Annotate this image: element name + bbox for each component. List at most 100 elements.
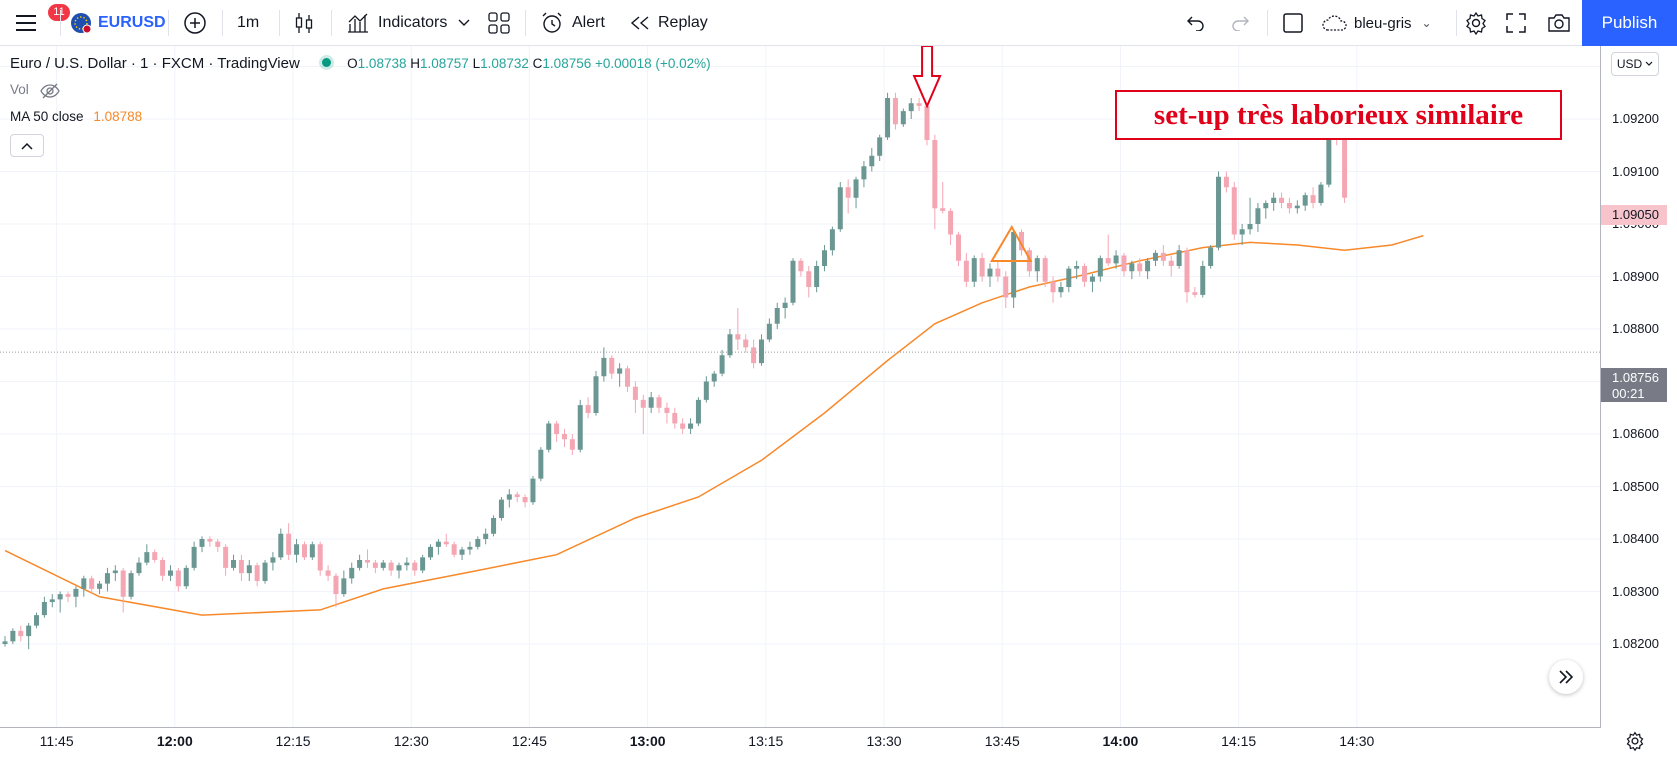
bar-countdown: 00:21	[1612, 386, 1645, 401]
candle-body	[1152, 252, 1158, 261]
candle-up	[112, 565, 118, 581]
candle-body	[1184, 250, 1190, 293]
candle-up	[758, 334, 764, 366]
candle-body	[885, 98, 891, 138]
symbol-label: EURUSD	[98, 14, 166, 31]
price-axis-label: 1.08300	[1612, 583, 1659, 599]
time-axis-label: 14:15	[1221, 733, 1257, 749]
publish-button[interactable]: Publish	[1582, 0, 1677, 46]
candle-up	[97, 581, 103, 595]
snapshot-button[interactable]	[1547, 0, 1571, 46]
candle-down	[916, 98, 922, 112]
candle-body	[1318, 184, 1324, 203]
candle-down	[522, 494, 528, 508]
candle-body	[18, 630, 24, 637]
currency-button[interactable]: USD	[1611, 52, 1659, 76]
candle-body	[680, 423, 686, 429]
candle-down	[1231, 182, 1237, 240]
candle-down	[254, 562, 260, 587]
candle-up	[1097, 255, 1103, 282]
candle-body	[790, 260, 796, 303]
candle-down	[1279, 192, 1285, 209]
alert-button[interactable]: Alert	[540, 0, 605, 46]
candle-up	[837, 182, 843, 232]
time-axis-label: 13:45	[984, 733, 1020, 749]
undo-icon	[1187, 16, 1204, 31]
axis-settings-button[interactable]	[1625, 731, 1645, 756]
volume-legend[interactable]: Vol	[10, 82, 29, 97]
candle-up	[1294, 200, 1300, 214]
candle-down	[640, 394, 646, 434]
replay-button[interactable]: Replay	[630, 0, 708, 46]
candle-body	[932, 140, 938, 209]
scroll-to-realtime-button[interactable]	[1549, 660, 1583, 694]
hidden-eye-icon[interactable]	[40, 83, 60, 99]
candle-body	[806, 271, 812, 287]
settings-button[interactable]	[1464, 0, 1488, 46]
main-menu-button[interactable]: 11	[16, 0, 70, 46]
candle-body	[420, 557, 426, 571]
candle-body	[1342, 137, 1348, 198]
candle-body	[183, 567, 189, 587]
compare-symbol-button[interactable]	[183, 0, 207, 46]
candle-body	[1050, 281, 1056, 293]
candle-up	[49, 594, 55, 608]
candle-body	[294, 544, 300, 555]
candle-down	[238, 554, 244, 581]
candle-up	[1058, 281, 1064, 298]
candle-body	[1058, 287, 1064, 293]
candle-up	[1271, 192, 1277, 211]
symbol-search-button[interactable]: EURUSD	[70, 0, 166, 46]
fullscreen-button[interactable]	[1506, 0, 1526, 46]
chevron-down-icon	[458, 19, 470, 26]
time-axis-label: 13:15	[748, 733, 784, 749]
candle-body	[104, 573, 110, 584]
candle-body	[41, 602, 47, 616]
time-axis-label: 14:30	[1339, 733, 1375, 749]
redo-button[interactable]	[1230, 0, 1250, 46]
candle-body	[1160, 252, 1166, 261]
candle-down	[372, 560, 378, 574]
candle-up	[703, 376, 709, 403]
candle-up	[467, 541, 473, 555]
candle-up	[727, 329, 733, 358]
candle-body	[766, 323, 772, 340]
candle-up	[971, 255, 977, 287]
candle-body	[892, 98, 898, 125]
notification-badge: 11	[48, 4, 70, 21]
candle-down	[1105, 234, 1111, 266]
candle-body	[814, 266, 820, 287]
candle-body	[317, 544, 323, 571]
candle-up	[530, 476, 536, 505]
interval-button[interactable]: 1m	[237, 0, 259, 46]
templates-button[interactable]	[488, 0, 510, 46]
candle-down	[1042, 255, 1048, 287]
alarm-clock-icon	[542, 12, 562, 33]
collapse-legend-button[interactable]	[10, 134, 44, 157]
candle-body	[1074, 266, 1080, 269]
gear-icon	[1626, 731, 1644, 752]
candle-up	[1318, 182, 1324, 206]
double-chevron-right-icon	[1559, 670, 1574, 684]
ma-legend[interactable]: MA 50 close 1.08788	[10, 109, 142, 124]
candle-body	[278, 533, 284, 558]
indicators-button[interactable]: Indicators	[346, 0, 447, 46]
candle-down	[1019, 229, 1025, 256]
symbol-legend[interactable]: Euro / U.S. Dollar · 1 · FXCM · TradingV…	[10, 55, 711, 72]
indicators-dropdown[interactable]	[458, 0, 470, 46]
candle-body	[971, 258, 977, 282]
price-axis[interactable]	[1600, 46, 1677, 728]
undo-button[interactable]	[1186, 0, 1206, 46]
chart-type-button[interactable]	[294, 0, 314, 46]
candle-up	[601, 347, 607, 382]
market-status-dot	[321, 58, 331, 67]
candle-body	[845, 187, 851, 198]
select-layout-button[interactable]	[1282, 0, 1304, 46]
annotation-text-box[interactable]: set-up très laborieux similaire	[1115, 90, 1562, 140]
price-chart[interactable]	[0, 46, 1600, 727]
layout-name-button[interactable]: bleu-gris ⌄	[1321, 0, 1432, 46]
candle-body	[1302, 195, 1308, 206]
candle-body	[1034, 258, 1040, 272]
candle-down	[1223, 171, 1229, 193]
time-axis[interactable]	[0, 727, 1600, 757]
